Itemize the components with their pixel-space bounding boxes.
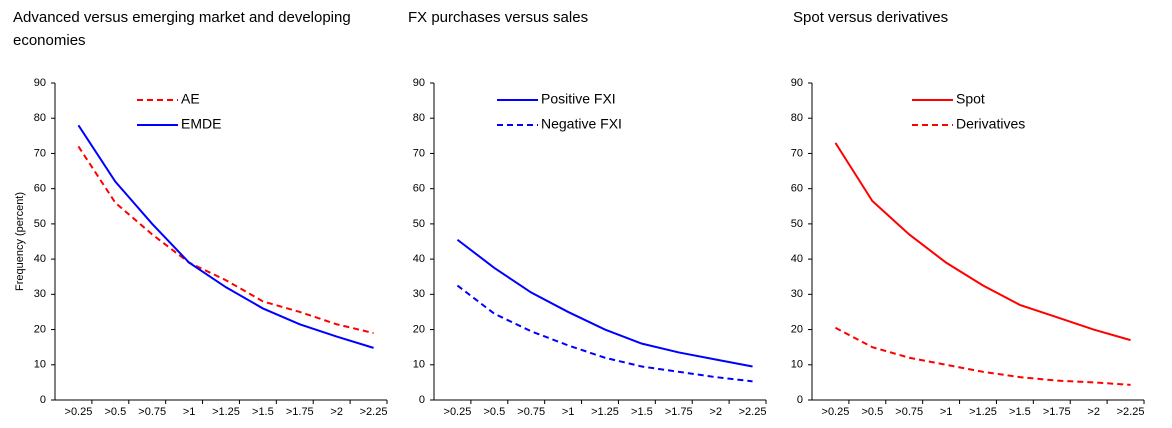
x-tick-label: >1.25 [591,406,619,418]
legend-label: Negative FXI [541,116,622,132]
y-tick-label: 10 [791,359,803,371]
y-tick-label: 50 [791,218,803,230]
y-tick-label: 80 [413,112,425,124]
y-tick-label: 40 [413,253,425,265]
y-tick-label: 60 [791,183,803,195]
chart-title: FX purchases versus sales [408,9,589,26]
chart-title: Advanced versus emerging market and deve… [13,9,351,49]
y-tick-label: 60 [413,183,425,195]
chart-title: Spot versus derivatives [793,9,949,26]
series-line [834,142,1131,342]
y-tick-label: 70 [791,147,803,159]
x-tick-label: >2.25 [1117,406,1145,418]
x-tick-label: >1.5 [631,406,653,418]
x-tick-label: >1.5 [252,406,274,418]
x-tick-label: >1 [562,406,575,418]
x-tick-label: >0.25 [65,406,93,418]
y-tick-label: 0 [797,394,803,406]
y-tick-label: 80 [791,112,803,124]
series-line [77,124,374,349]
legend-label: Derivatives [956,116,1025,132]
legend-label: AE [181,91,200,107]
x-tick-label: >0.5 [861,406,883,418]
y-tick-label: 20 [413,323,425,335]
x-tick-label: >0.75 [895,406,923,418]
y-tick-label: 20 [34,323,46,335]
y-tick-label: 90 [34,77,46,89]
x-tick-label: >2 [330,406,343,418]
x-tick-label: >2.25 [360,406,388,418]
y-tick-label: 50 [34,218,46,230]
y-tick-label: 60 [34,183,46,195]
series-line [456,238,753,368]
y-tick-label: 50 [413,218,425,230]
y-tick-label: 40 [791,253,803,265]
series-line [834,326,1131,386]
y-tick-label: 70 [413,147,425,159]
x-tick-label: >1.25 [969,406,997,418]
legend-label: EMDE [181,116,221,132]
y-tick-label: 40 [34,253,46,265]
x-tick-label: >0.75 [138,406,166,418]
x-tick-label: >0.25 [822,406,850,418]
x-tick-label: >1 [940,406,953,418]
legend-label: Spot [956,91,985,107]
y-tick-label: 30 [413,288,425,300]
y-tick-label: 0 [40,394,46,406]
y-axis-label: Frequency (percent) [14,192,26,291]
y-tick-label: 20 [791,323,803,335]
x-tick-label: >2.25 [739,406,767,418]
x-tick-label: >0.75 [517,406,545,418]
y-tick-label: 70 [34,147,46,159]
x-tick-label: >1.25 [212,406,240,418]
y-tick-label: 10 [413,359,425,371]
y-tick-label: 90 [413,77,425,89]
y-tick-label: 30 [34,288,46,300]
x-tick-label: >1.75 [1043,406,1071,418]
series-line [77,145,374,335]
x-tick-label: >0.5 [104,406,126,418]
x-tick-label: >1.75 [286,406,314,418]
x-tick-label: >2 [709,406,722,418]
x-tick-label: >0.5 [483,406,505,418]
x-tick-label: >0.25 [444,406,472,418]
x-tick-label: >1.75 [665,406,693,418]
x-tick-label: >2 [1087,406,1100,418]
legend-label: Positive FXI [541,91,616,107]
x-tick-label: >1 [183,406,196,418]
y-tick-label: 0 [419,394,425,406]
series-line [456,284,753,383]
y-tick-label: 80 [34,112,46,124]
y-tick-label: 90 [791,77,803,89]
y-tick-label: 30 [791,288,803,300]
y-tick-label: 10 [34,359,46,371]
x-tick-label: >1.5 [1009,406,1031,418]
